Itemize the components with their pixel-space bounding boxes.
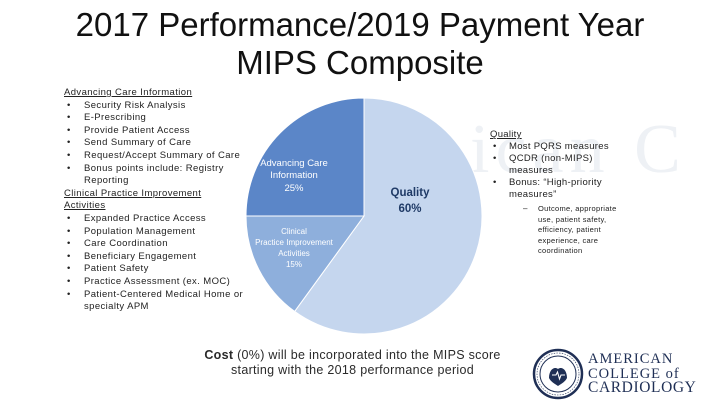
acc-wordmark-line3: CARDIOLOGY [588,379,697,396]
aci-item: Security Risk Analysis [64,100,244,113]
quality-item: QCDR (non-MIPS) measures [490,153,630,177]
quality-item: Most PQRS measures [490,141,630,153]
acc-wordmark-line1: AMERICAN [588,351,674,367]
quality-heading: Quality [490,129,522,140]
title-line-2: MIPS Composite [236,44,484,81]
cpia-item: Patient Safety [64,263,244,276]
pie-label-cpia-line2: Practice Improvement [255,238,334,247]
title-line-1: 2017 Performance/2019 Payment Year [75,6,645,43]
aci-heading: Advancing Care Information [64,87,193,98]
cpia-item: Expanded Practice Access [64,213,244,226]
cost-label: Cost [204,348,234,362]
aci-item: E-Prescribing [64,112,244,125]
cost-note: Cost (0%) will be incorporated into the … [190,348,515,378]
aci-item: Request/Accept Summary of Care [64,150,244,163]
cpia-item: Care Coordination [64,238,244,251]
aci-list: Security Risk Analysis E-Prescribing Pro… [64,100,244,188]
cpia-item: Population Management [64,226,244,239]
left-column: Advancing Care Information Security Risk… [64,87,244,314]
composite-pie-chart: Quality 60% Advancing Care Information 2… [245,97,483,335]
aci-item: Bonus points include: Registry Reporting [64,163,244,188]
acc-wordmark: AMERICAN COLLEGE of CARDIOLOGY [588,352,696,396]
quality-list: Most PQRS measures QCDR (non-MIPS) measu… [490,141,630,201]
pie-label-aci-line2: Information [270,170,318,181]
pie-value-quality: 60% [398,203,421,215]
cpia-heading: Clinical Practice Improvement Activities [64,187,202,212]
quality-sub-item: Outcome, appropriate use, patient safety… [490,204,630,257]
pie-slice-quality [293,97,483,335]
pie-label-aci-line1: Advancing Care [260,158,328,169]
pie-slice-cpia [245,215,365,313]
aci-item: Provide Patient Access [64,125,244,138]
slide-title: 2017 Performance/2019 Payment Year MIPS … [60,6,660,82]
pie-label-cpia-line1: Clinical [281,227,307,236]
pie-slice-aci [245,97,365,217]
cpia-item: Patient-Centered Medical Home or special… [64,289,244,314]
cpia-list: Expanded Practice Access Population Mana… [64,213,244,314]
cpia-item: Practice Assessment (ex. MOC) [64,276,244,289]
cpia-item: Beneficiary Engagement [64,251,244,264]
pie-label-quality: Quality [391,187,431,199]
cost-note-line2: starting with the 2018 performance perio… [231,363,474,377]
pie-value-cpia: 15% [286,260,302,269]
acc-wordmark-line2: COLLEGE of [588,365,680,382]
pie-value-aci: 25% [284,183,304,194]
quality-item: Bonus: “High-priority measures” [490,177,630,201]
aci-item: Send Summary of Care [64,137,244,150]
right-column: Quality Most PQRS measures QCDR (non-MIP… [490,129,630,257]
pie-label-cpia-line3: Activities [278,249,310,258]
acc-seal-icon [532,348,584,400]
cost-note-line1: (0%) will be incorporated into the MIPS … [233,348,501,362]
acc-logo: AMERICAN COLLEGE of CARDIOLOGY [530,348,720,400]
